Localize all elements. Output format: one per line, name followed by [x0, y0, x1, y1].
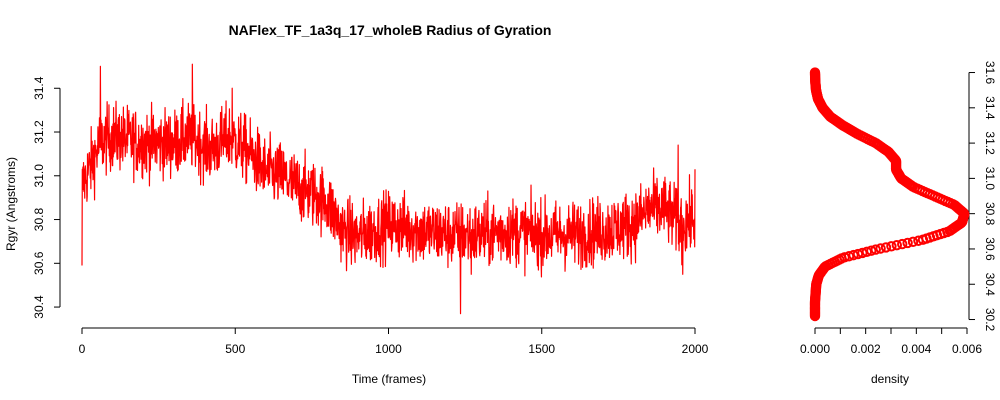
density-point	[866, 245, 877, 256]
density-y-axis: 30.2 30.4 30.6 30.8 31.0 31.2 31.4 31.6	[968, 61, 997, 332]
density-x-tick-label: 0.000	[800, 342, 830, 356]
density-y-tick-label: 31.4	[983, 96, 997, 120]
main-y-tick-label: 31.4	[32, 76, 46, 100]
density-x-tick-label: 0.006	[952, 342, 982, 356]
density-y-tick-label: 30.6	[983, 237, 997, 261]
main-y-axis: 30.4 30.6 30.8 31.0 31.2 31.4	[32, 76, 61, 319]
density-point	[870, 244, 881, 255]
main-x-tick-label: 1000	[375, 342, 402, 356]
density-point	[875, 243, 886, 254]
rgyr-timeseries-panel: 30.4 30.6 30.8 31.0 31.2 31.4 0 500 1000 1500 200…	[4, 63, 709, 386]
density-x-tick-label: 0.004	[901, 342, 931, 356]
density-point	[809, 67, 821, 78]
density-y-tick-label: 30.2	[983, 308, 997, 332]
main-x-tick-label: 1500	[528, 342, 555, 356]
density-x-tick-label: 0.002	[851, 342, 881, 356]
density-panel: 0.000 0.002 0.004 0.006 30.2 30.4 30.6 30.8 31.…	[800, 61, 997, 386]
density-point	[902, 237, 913, 249]
density-curve	[809, 67, 970, 322]
main-x-axis: 0 500 1000 1500 2000	[79, 327, 709, 356]
main-y-tick-label: 31.0	[32, 164, 46, 188]
density-x-axis: 0.000 0.002 0.004 0.006	[800, 327, 982, 356]
density-y-tick-label: 31.2	[983, 131, 997, 155]
density-point	[886, 241, 897, 252]
main-x-tick-label: 500	[225, 342, 245, 356]
density-y-tick-label: 31.6	[983, 61, 997, 85]
chart-title: NAFlex_TF_1a3q_17_wholeB Radius of Gyrat…	[229, 22, 552, 38]
density-y-tick-label: 30.4	[983, 273, 997, 297]
main-y-tick-label: 30.4	[32, 295, 46, 319]
density-y-tick-label: 31.0	[983, 167, 997, 191]
main-y-axis-title: Rgyr (Angstroms)	[4, 157, 18, 251]
main-y-tick-label: 30.8	[32, 208, 46, 232]
density-point	[880, 242, 892, 253]
main-x-axis-title: Time (frames)	[352, 372, 426, 386]
density-point	[897, 238, 908, 250]
main-y-tick-label: 30.6	[32, 251, 46, 275]
density-point	[907, 236, 919, 248]
main-y-tick-label: 31.2	[32, 120, 46, 144]
density-y-tick-label: 30.8	[983, 202, 997, 226]
rgyr-series-line	[81, 63, 696, 315]
main-x-tick-label: 0	[79, 342, 86, 356]
density-x-axis-title: density	[871, 372, 909, 386]
density-point	[891, 239, 903, 251]
main-x-tick-label: 2000	[682, 342, 709, 356]
